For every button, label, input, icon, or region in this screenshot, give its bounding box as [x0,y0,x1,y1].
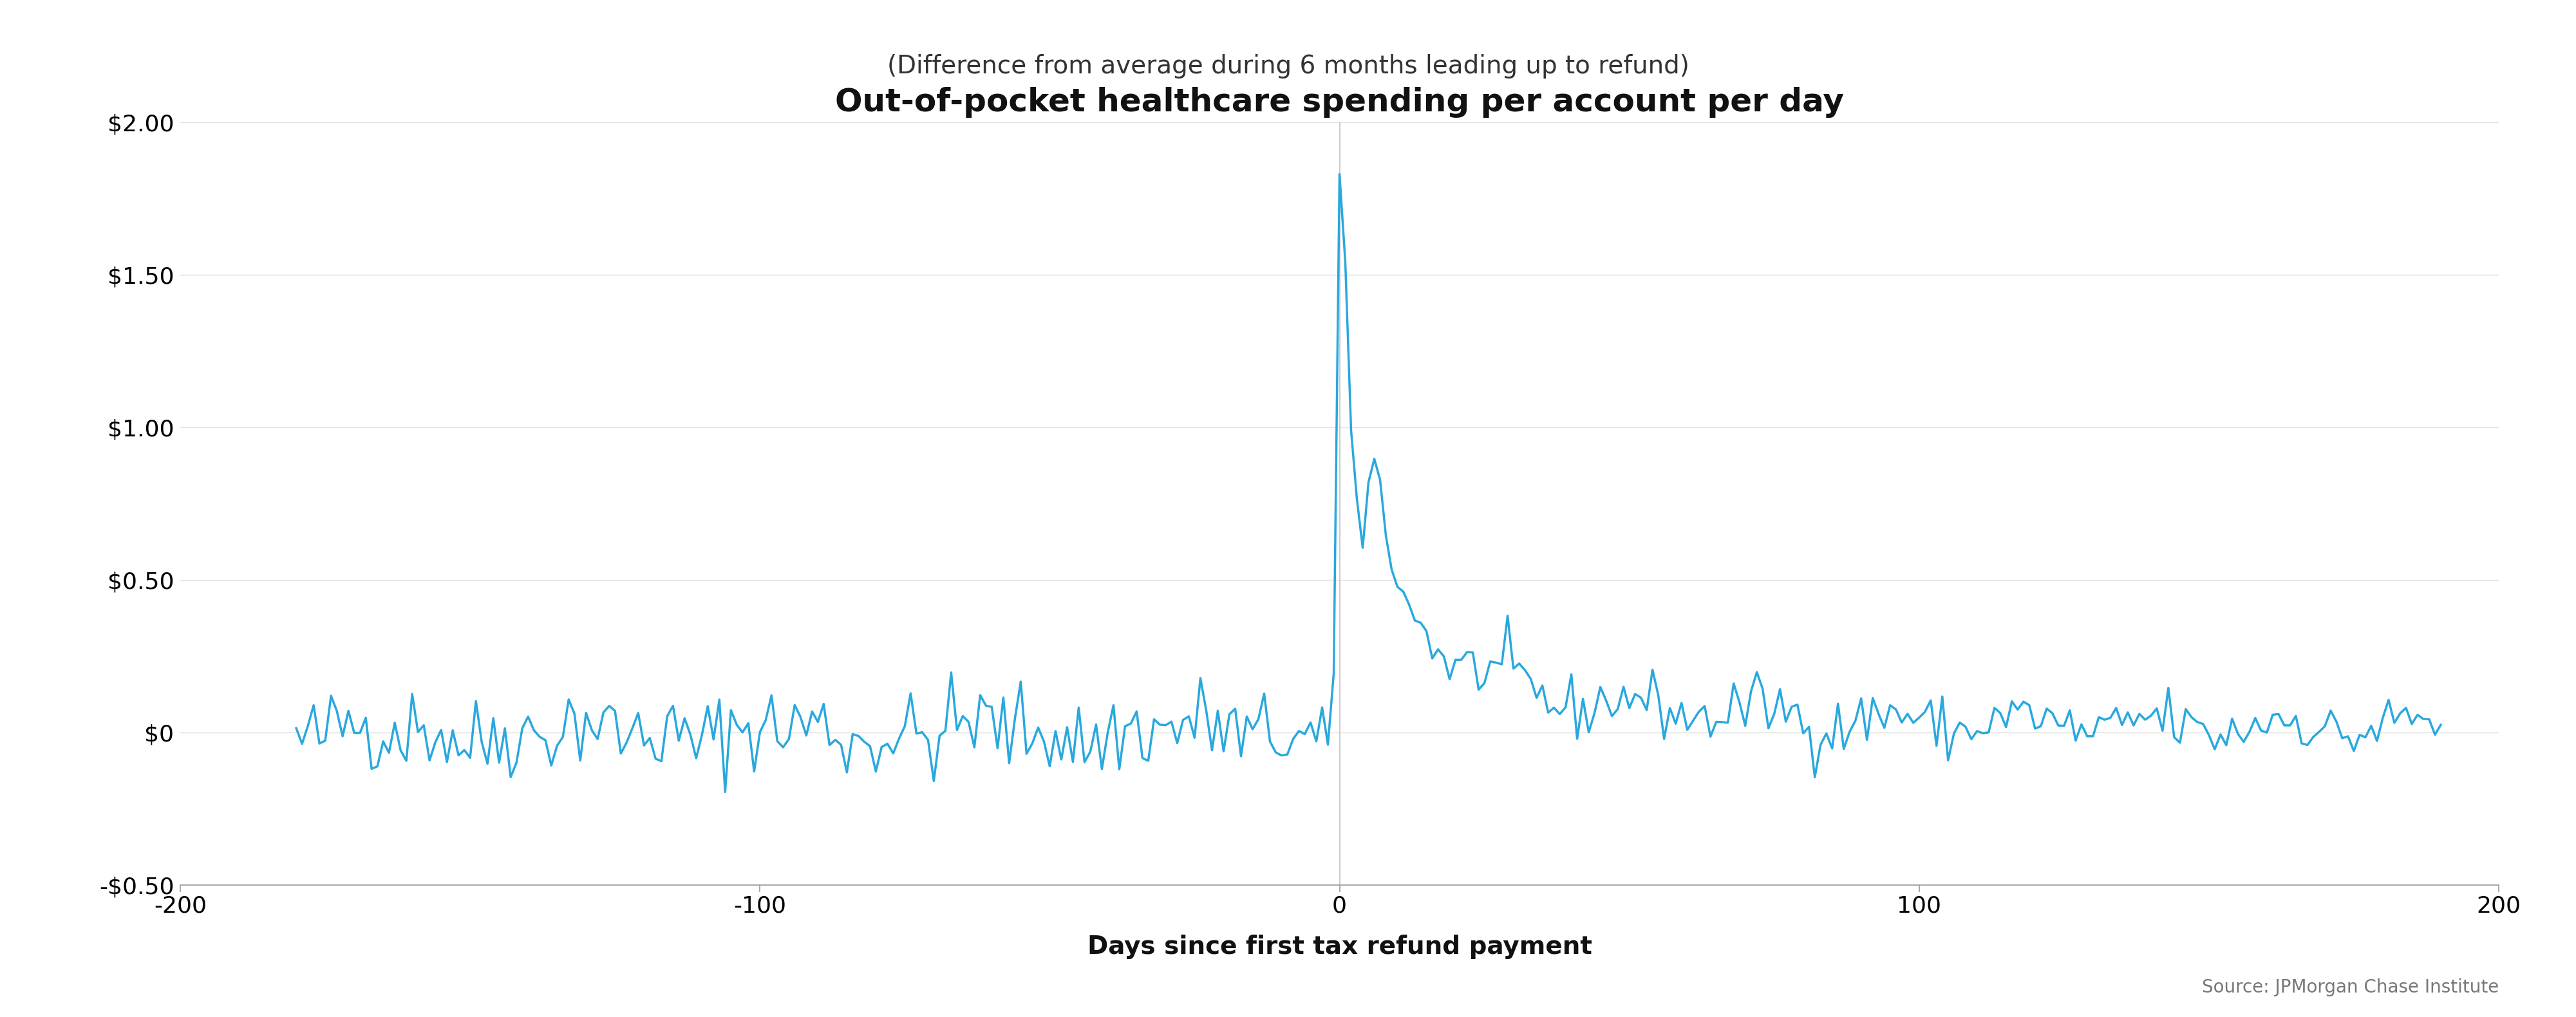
Title: Out-of-pocket healthcare spending per account per day: Out-of-pocket healthcare spending per ac… [835,86,1844,118]
X-axis label: Days since first tax refund payment: Days since first tax refund payment [1087,935,1592,959]
Text: (Difference from average during 6 months leading up to refund): (Difference from average during 6 months… [886,54,1690,78]
Text: Source: JPMorgan Chase Institute: Source: JPMorgan Chase Institute [2202,978,2499,997]
